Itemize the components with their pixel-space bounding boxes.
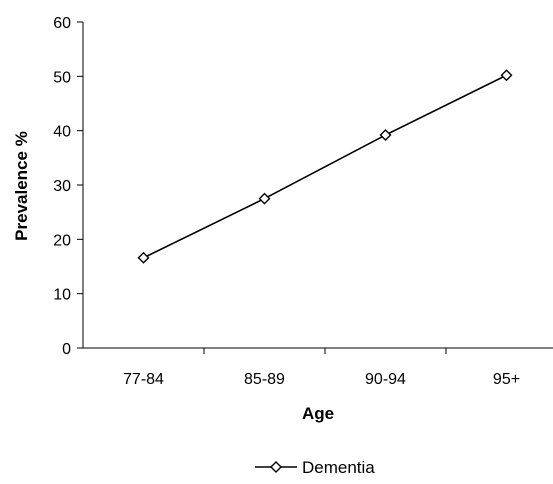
x-axis-title: Age	[302, 404, 334, 423]
data-point-marker	[500, 69, 513, 82]
y-tick-label: 30	[53, 178, 71, 195]
y-tick-label: 40	[53, 124, 71, 141]
y-tick-label: 20	[53, 232, 71, 249]
x-tick-label: 85-89	[244, 371, 285, 388]
data-point-marker	[258, 192, 271, 205]
y-tick-label: 50	[53, 69, 71, 86]
x-tick-label: 95+	[493, 371, 520, 388]
x-tick-label: 77-84	[123, 371, 164, 388]
y-tick-label: 10	[53, 287, 71, 304]
x-tick-label: 90-94	[365, 371, 406, 388]
y-tick-label: 0	[62, 341, 71, 358]
legend: Dementia	[255, 458, 375, 477]
data-point-marker	[137, 251, 150, 264]
ticks: 0 10 20 30 40 50 60 77-84 85-89 90-94 95+	[53, 15, 520, 388]
y-tick-label: 60	[53, 15, 71, 32]
series-line-dementia	[143, 74, 507, 259]
legend-marker	[270, 461, 282, 473]
series-layer	[137, 69, 513, 264]
y-axis-title: Prevalence %	[12, 131, 31, 241]
axes	[82, 22, 553, 349]
data-point-marker	[379, 129, 392, 142]
legend-label-dementia: Dementia	[302, 458, 375, 477]
